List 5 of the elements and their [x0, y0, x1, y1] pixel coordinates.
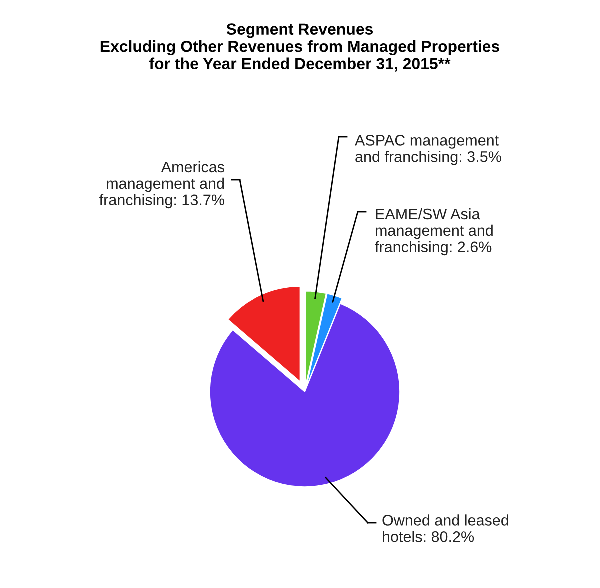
- chart-title: Segment Revenues Excluding Other Revenues from Managed Properties for the Year Ended December 31, 2015**: [100, 24, 500, 72]
- slice-label: ASPAC management and franchising: 3.5%: [355, 135, 502, 166]
- slice-label: Owned and leased hotels: 80.2%: [382, 514, 508, 542]
- slice-label: EAME/SW Asia management and franchising: 2.6%: [375, 208, 493, 256]
- slice-label: Americas management and franchising: 13.7%: [100, 161, 224, 209]
